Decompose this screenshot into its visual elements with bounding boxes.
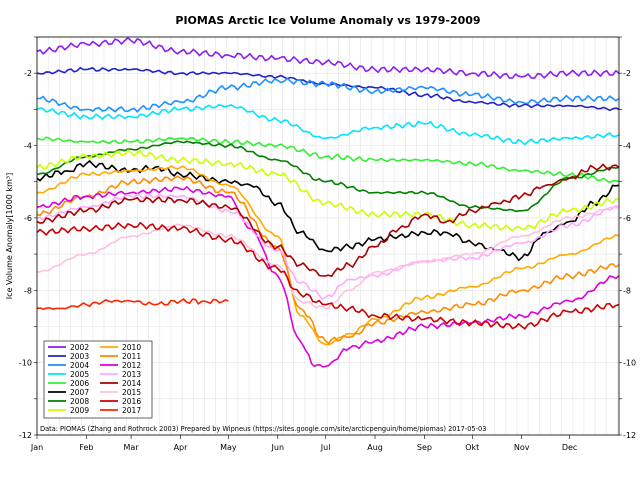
series-line-2007	[36, 160, 620, 262]
legend-label-2016: 2016	[122, 397, 141, 406]
chart-title: PIOMAS Arctic Ice Volume Anomaly vs 1979…	[175, 14, 480, 27]
y-tick-label-right: -12	[623, 431, 636, 440]
legend-label-2017: 2017	[122, 406, 141, 415]
y-axis-label: Ice Volume Anomaly[1000 km³]	[5, 173, 14, 299]
x-tick-label: Jul	[320, 443, 331, 452]
data-credit: Data: PIOMAS (Zhang and Rothrock 2003) P…	[40, 425, 486, 433]
legend-label-2004: 2004	[70, 361, 89, 370]
x-tick-label: Dec	[562, 443, 577, 452]
legend-box	[43, 340, 153, 419]
y-tick-label-right: -8	[623, 286, 631, 295]
y-tick-label: -10	[19, 359, 32, 368]
x-tick-label: Sep	[417, 443, 432, 452]
legend-label-2012: 2012	[122, 361, 141, 370]
series-line-2008	[36, 140, 620, 213]
legend-label-2007: 2007	[70, 388, 89, 397]
legend-label-2005: 2005	[70, 370, 89, 379]
y-tick-label: -12	[19, 431, 32, 440]
series-line-2012	[36, 186, 620, 368]
y-tick-label-right: -6	[623, 214, 631, 223]
x-tick-label: Nov	[514, 443, 530, 452]
x-tick-label: Okt	[465, 443, 479, 452]
x-tick-label: May	[220, 443, 237, 452]
y-tick-label-right: -4	[623, 142, 631, 151]
axis-ticks: Jan Feb Mar Apr May Jun Jul Aug Sep Okt Nov Dec -2 -2…	[19, 36, 636, 452]
x-tick-label: Apr	[174, 443, 189, 452]
legend-label-2014: 2014	[122, 379, 141, 388]
series-line-2010	[36, 165, 620, 346]
x-tick-label: Jun	[271, 443, 285, 452]
legend-label-2003: 2003	[70, 352, 89, 361]
legend-label-2015: 2015	[122, 388, 141, 397]
series-line-2016	[36, 221, 620, 330]
x-tick-label: Aug	[367, 443, 383, 452]
x-tick-label: Jan	[30, 443, 43, 452]
series-line-2005	[36, 104, 620, 146]
series-line-2004	[36, 77, 620, 113]
legend-label-2013: 2013	[122, 370, 141, 379]
series-line-2006	[36, 136, 620, 184]
legend-label-2008: 2008	[70, 397, 89, 406]
legend-label-2002: 2002	[70, 343, 89, 352]
series-line-2011	[36, 175, 620, 345]
y-tick-label-right: -2	[623, 69, 631, 78]
series-line-2014	[36, 163, 620, 278]
x-tick-label: Feb	[79, 443, 93, 452]
y-tick-label: -2	[24, 69, 32, 78]
series-line-2015	[36, 206, 620, 310]
plot-frame	[36, 36, 620, 436]
legend-label-2010: 2010	[122, 343, 141, 352]
y-tick-label: -8	[24, 286, 32, 295]
legend-label-2011: 2011	[122, 352, 141, 361]
y-tick-label: -6	[24, 214, 32, 223]
series-line-2002	[36, 37, 620, 79]
series-lines	[36, 37, 620, 368]
y-tick-label-right: -10	[623, 359, 636, 368]
y-tick-label: -4	[24, 142, 32, 151]
legend-label-2006: 2006	[70, 379, 89, 388]
series-line-2009	[36, 149, 620, 232]
legend-label-2009: 2009	[70, 406, 89, 415]
series-line-2017	[36, 298, 229, 311]
series-line-2013	[36, 193, 620, 301]
x-tick-label: Mar	[124, 443, 140, 452]
